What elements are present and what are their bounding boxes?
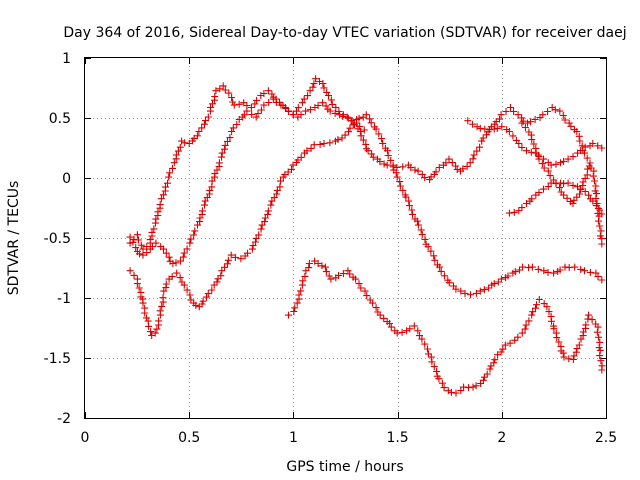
- plus-markers: [285, 257, 606, 397]
- series-track-d: [285, 257, 606, 397]
- x-tick-label: 0: [81, 430, 90, 446]
- y-tick-label: -0.5: [44, 231, 71, 247]
- plus-markers: [126, 75, 606, 253]
- x-axis-label: GPS time / hours: [286, 459, 403, 475]
- plot-frame: [84, 57, 607, 419]
- y-axis-label: SDTVAR / TECUs: [6, 181, 22, 296]
- x-tick-label: 2.5: [595, 430, 617, 446]
- series-track-f: [505, 179, 606, 218]
- series-track-a: [126, 75, 606, 253]
- y-tick-label: -1.5: [44, 351, 71, 367]
- x-tick-label: 1: [289, 430, 298, 446]
- y-tick-label: -1: [57, 291, 71, 307]
- plus-markers: [505, 179, 606, 218]
- y-tick-label: 1: [62, 51, 71, 67]
- y-tick-label: 0: [62, 171, 71, 187]
- series-track-e: [464, 117, 606, 169]
- series-track-c: [126, 95, 368, 267]
- plus-markers: [518, 119, 593, 207]
- y-tick-label: -2: [57, 411, 71, 427]
- x-tick-labels: 0 0.5 1 1.5 2 2.5: [81, 430, 618, 446]
- grid-lines: [85, 58, 606, 418]
- x-tick-label: 0.5: [178, 430, 200, 446]
- x-tick-label: 2: [497, 430, 506, 446]
- plus-markers: [126, 111, 606, 339]
- series-track-b: [126, 111, 606, 339]
- y-tick-labels: -2 -1.5 -1 -0.5 0 0.5 1: [44, 51, 71, 427]
- y-tick-label: 0.5: [49, 111, 71, 127]
- chart-title: Day 364 of 2016, Sidereal Day-to-day VTE…: [63, 25, 626, 41]
- plus-markers: [126, 95, 368, 267]
- x-tick-label: 1.5: [386, 430, 408, 446]
- data-points: [126, 75, 606, 397]
- series-track-g: [518, 119, 593, 207]
- plus-markers: [464, 117, 606, 169]
